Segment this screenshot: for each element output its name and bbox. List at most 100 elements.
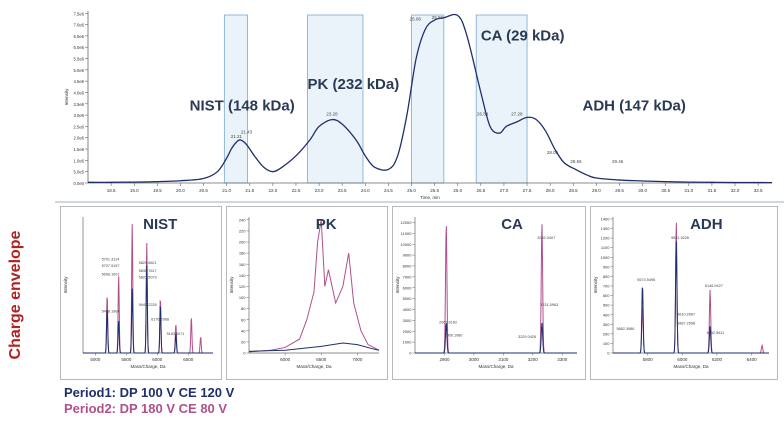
adh-y-tick-label-2: 200 (603, 331, 610, 336)
ca-peak-label-0: 2905.0162 (439, 321, 457, 325)
annotation-0: NIST (148 kDa) (190, 98, 295, 115)
adh-y-tick-label-10: 1000 (601, 255, 611, 260)
y-tick-label-7: 3.5e6 (74, 102, 85, 107)
ca-y-tick-label-5: 5000 (403, 296, 413, 301)
x-tick-label-25: 31.0 (684, 188, 693, 193)
pk-x-axis-label: Mass/Charge, Da (296, 364, 332, 369)
y-tick-label-14: 7.0e6 (74, 23, 85, 28)
adh-x-tick-label-1: 6000 (677, 357, 688, 362)
y-tick-label-13: 6.5e6 (74, 34, 85, 39)
ca-title: CA (501, 216, 523, 233)
peak-label-1: 21.43 (241, 129, 253, 134)
subpanel-ca: 2900 3000 3100 3200 3300 0 1000 2000 3000 4000 500… (392, 206, 586, 380)
adh-y-tick-label-7: 700 (603, 284, 610, 289)
subpanel-nist: 5000 5500 6000 6500 Mass/Charge, Da Intensity… (60, 206, 222, 380)
ca-peak-label-4: 3229.0428 (518, 335, 536, 339)
annotation-2: CA (29 kDa) (481, 27, 565, 44)
ca-peak-label-1: 2906.1080 (444, 334, 462, 338)
adh-y-tick-label-1: 100 (603, 341, 610, 346)
ca-y-tick-label-2: 2000 (403, 329, 413, 334)
x-tick-label-14: 25.5 (430, 188, 439, 193)
pk-y-axis-label: Intensity (229, 276, 234, 294)
nist-title: NIST (143, 216, 177, 233)
y-axis-label: Intensity (64, 88, 69, 106)
tic-trace (87, 13, 773, 184)
pk-y-tick-label-4: 80 (241, 306, 246, 311)
adh-x-tick-label-0: 5800 (643, 357, 654, 362)
x-tick-label-24: 30.5 (661, 188, 670, 193)
adh-y-tick-label-9: 900 (603, 264, 610, 269)
adh-y-axis-label: Intensity (593, 276, 598, 294)
subpanel-pk: 6000 6500 7000 0 20 40 60 80 100 120 140 160 180 200 2… (226, 206, 388, 380)
adh-peak-label-5: 6152.9611 (707, 331, 725, 335)
ca-x-tick-label-0: 2900 (439, 357, 450, 362)
adh-y-tick-label-12: 1200 (601, 236, 611, 241)
peak-label-7: 28.05 (547, 150, 559, 155)
y-tick-label-6: 3.0e6 (74, 113, 85, 118)
y-tick-label-15: 7.5e6 (74, 11, 85, 16)
adh-y-tick-label-5: 500 (603, 303, 610, 308)
ca-y-tick-label-10: 10000 (400, 242, 412, 247)
window-1 (307, 14, 364, 184)
adh-peak-label-6: 5682.3986 (616, 327, 634, 331)
adh-y-tick-label-8: 800 (603, 274, 610, 279)
y-tick-label-5: 2.5e6 (74, 124, 85, 129)
peak-label-2: 23.28 (326, 111, 338, 116)
pk-title: PK (316, 216, 337, 233)
nist-peak-label-5: 5835.7617 (139, 269, 157, 273)
x-tick-label-13: 25.0 (407, 188, 416, 193)
legend-period2: Period2: DP 180 V CE 80 V (64, 401, 228, 416)
adh-y-tick-label-13: 1300 (601, 226, 611, 231)
y-tick-label-12: 6.0e6 (74, 45, 85, 50)
peak-label-9: 29.46 (612, 159, 624, 164)
x-tick-label-10: 23.5 (338, 188, 347, 193)
adh-peak-label-3: 5610.2667 (677, 313, 695, 317)
peak-label-5: 26.54 (477, 111, 489, 116)
nist-peak-label-6: 5822.5073 (139, 276, 157, 280)
pk-y-tick-label-2: 40 (241, 328, 246, 333)
ca-x-tick-label-1: 3000 (469, 357, 480, 362)
nist-period1-trace (83, 265, 213, 354)
adh-period1-trace (613, 241, 769, 354)
ca-x-axis-label: Mass/Charge, Da (478, 364, 514, 369)
peak-label-4: 25.56 (432, 15, 444, 20)
ca-x-tick-label-4: 3300 (557, 357, 568, 362)
pk-y-tick-label-3: 60 (241, 317, 246, 322)
nist-peak-label-8: 6176.2968 (151, 318, 169, 322)
adh-x-axis-label: Mass/Charge, Da (673, 364, 709, 369)
x-tick-label-4: 20.5 (199, 188, 208, 193)
x-tick-label-12: 24.5 (384, 188, 393, 193)
x-tick-label-22: 29.5 (615, 188, 624, 193)
peak-label-0: 21.21 (231, 134, 243, 139)
x-tick-label-17: 27.0 (500, 188, 509, 193)
adh-title: ADH (690, 216, 723, 233)
ca-x-tick-label-3: 3200 (528, 357, 539, 362)
x-tick-label-8: 22.5 (292, 188, 301, 193)
ca-y-tick-label-7: 7000 (403, 274, 413, 279)
annotation-3: ADH (147 kDa) (583, 98, 686, 115)
x-tick-label-28: 32.5 (754, 188, 763, 193)
peak-label-3: 25.08 (410, 16, 422, 21)
nist-x-tick-label-1: 5500 (121, 357, 132, 362)
adh-x-tick-label-3: 6400 (747, 357, 758, 362)
y-tick-label-10: 5.0e6 (74, 68, 85, 73)
annotation-1: PK (232 kDa) (308, 76, 400, 93)
charge-envelope-label: Charge envelope (7, 230, 24, 360)
x-tick-label-11: 24.0 (361, 188, 370, 193)
ca-y-tick-label-11: 11000 (401, 231, 413, 236)
ca-y-tick-label-0: 0 (409, 351, 412, 356)
y-tick-label-8: 4.0e6 (74, 90, 85, 95)
adh-y-tick-label-14: 1400 (601, 217, 611, 222)
peak-label-8: 28.56 (570, 159, 582, 164)
pk-x-tick-label-1: 6500 (316, 357, 327, 362)
pk-y-tick-label-8: 160 (239, 262, 246, 267)
ca-peak-label-2: 3232.0407 (537, 236, 555, 240)
pk-period2-trace (248, 219, 380, 353)
x-tick-label-27: 32.0 (731, 188, 740, 193)
adh-peak-label-1: 5961.5226 (671, 236, 689, 240)
nist-x-tick-label-0: 5000 (90, 357, 101, 362)
pk-y-tick-label-10: 200 (239, 240, 246, 245)
subpanel-adh: 5800 6000 6200 6400 0 100 200 300 400 500 600 700 80… (590, 206, 778, 380)
adh-y-tick-label-3: 300 (603, 322, 610, 327)
x-tick-label-7: 22.0 (268, 188, 277, 193)
